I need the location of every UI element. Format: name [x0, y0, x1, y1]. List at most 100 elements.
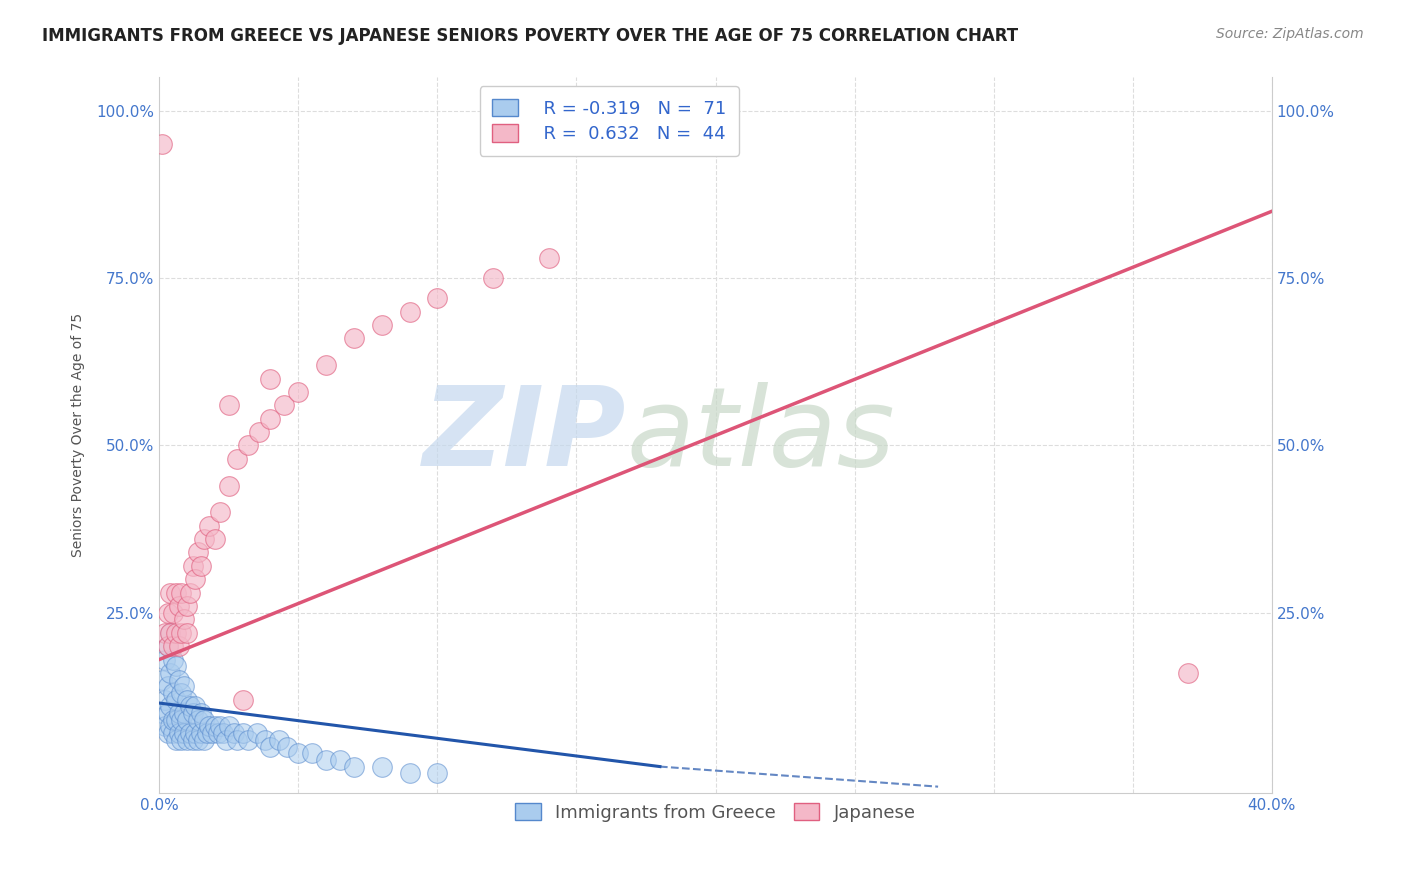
Point [187, 713, 209, 727]
Point [184, 699, 207, 714]
Point [173, 679, 195, 693]
Point [167, 639, 190, 653]
Point [162, 686, 184, 700]
Point [173, 612, 195, 626]
Point [259, 371, 281, 385]
Point [162, 713, 184, 727]
Point [245, 726, 267, 740]
Point [201, 726, 224, 740]
Point [159, 585, 181, 599]
Point [170, 732, 193, 747]
Point [181, 558, 204, 573]
Point [165, 713, 187, 727]
Y-axis label: Seniors Poverty Over the Age of 75: Seniors Poverty Over the Age of 75 [72, 313, 86, 558]
Point [162, 606, 184, 620]
Point [301, 746, 323, 760]
Point [218, 398, 240, 412]
Point [193, 713, 215, 727]
Point [179, 726, 201, 740]
Point [156, 639, 179, 653]
Point [176, 692, 198, 706]
Point [226, 451, 249, 466]
Point [190, 558, 212, 573]
Point [267, 732, 290, 747]
Point [329, 753, 352, 767]
Point [153, 625, 176, 640]
Point [371, 759, 394, 773]
Point [159, 699, 181, 714]
Point [343, 759, 366, 773]
Point [170, 625, 193, 640]
Point [150, 706, 173, 720]
Text: atlas: atlas [627, 382, 896, 489]
Point [181, 732, 204, 747]
Point [181, 706, 204, 720]
Point [153, 719, 176, 733]
Point [238, 438, 260, 452]
Point [184, 572, 207, 586]
Point [156, 679, 179, 693]
Point [253, 732, 276, 747]
Point [276, 739, 298, 754]
Point [170, 686, 193, 700]
Point [159, 665, 181, 680]
Point [156, 639, 179, 653]
Point [224, 726, 246, 740]
Point [162, 639, 184, 653]
Point [173, 726, 195, 740]
Point [198, 518, 221, 533]
Text: IMMIGRANTS FROM GREECE VS JAPANESE SENIORS POVERTY OVER THE AGE OF 75 CORRELATIO: IMMIGRANTS FROM GREECE VS JAPANESE SENIO… [42, 27, 1018, 45]
Point [165, 659, 187, 673]
Point [232, 692, 254, 706]
Point [162, 726, 184, 740]
Point [165, 732, 187, 747]
Point [259, 411, 281, 425]
Point [159, 625, 181, 640]
Point [176, 625, 198, 640]
Point [193, 732, 215, 747]
Point [165, 692, 187, 706]
Point [426, 291, 449, 305]
Point [207, 726, 229, 740]
Point [167, 673, 190, 687]
Point [287, 384, 309, 399]
Point [159, 625, 181, 640]
Point [153, 692, 176, 706]
Point [1177, 665, 1199, 680]
Point [156, 706, 179, 720]
Point [173, 706, 195, 720]
Point [426, 766, 449, 780]
Point [343, 331, 366, 345]
Point [162, 652, 184, 666]
Point [176, 713, 198, 727]
Point [184, 726, 207, 740]
Point [226, 732, 249, 747]
Point [315, 753, 337, 767]
Legend: Immigrants from Greece, Japanese: Immigrants from Greece, Japanese [503, 790, 928, 834]
Point [398, 766, 420, 780]
Point [167, 706, 190, 720]
Point [398, 304, 420, 318]
Point [179, 585, 201, 599]
Point [482, 271, 505, 285]
Point [232, 726, 254, 740]
Point [156, 606, 179, 620]
Point [165, 585, 187, 599]
Point [209, 505, 232, 519]
Point [198, 719, 221, 733]
Point [190, 706, 212, 720]
Point [204, 719, 226, 733]
Point [371, 318, 394, 332]
Point [215, 732, 238, 747]
Point [156, 726, 179, 740]
Point [150, 137, 173, 152]
Text: Source: ZipAtlas.com: Source: ZipAtlas.com [1216, 27, 1364, 41]
Point [150, 673, 173, 687]
Point [238, 732, 260, 747]
Point [167, 599, 190, 613]
Point [218, 719, 240, 733]
Point [193, 532, 215, 546]
Text: ZIP: ZIP [423, 382, 627, 489]
Point [176, 732, 198, 747]
Point [273, 398, 295, 412]
